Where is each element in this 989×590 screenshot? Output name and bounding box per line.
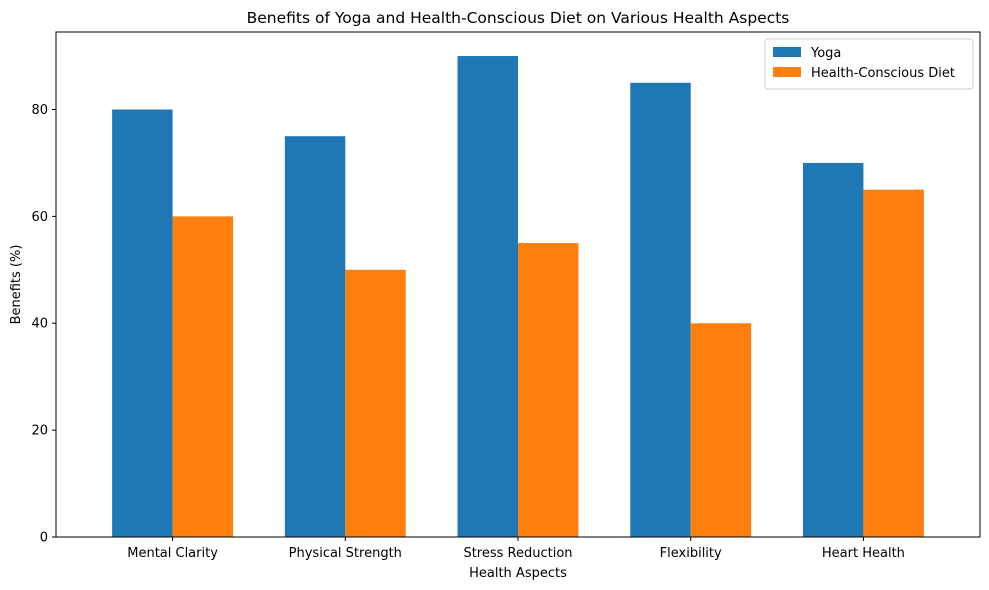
x-tick-label: Stress Reduction xyxy=(463,546,572,561)
bar-diet-2 xyxy=(518,243,579,537)
y-tick-label: 40 xyxy=(31,317,48,332)
legend-box xyxy=(764,38,974,90)
x-tick-label: Flexibility xyxy=(660,546,722,561)
x-tick-label: Physical Strength xyxy=(289,546,402,561)
bar-yoga-1 xyxy=(284,136,346,537)
x-axis-label: Health Aspects xyxy=(469,566,567,581)
y-tick-label: 80 xyxy=(31,103,48,118)
bars-group xyxy=(112,56,924,538)
y-tick-label: 0 xyxy=(40,531,48,546)
legend-swatch xyxy=(773,47,801,57)
legend: Yoga Health-Conscious Diet xyxy=(764,38,974,90)
bar-diet-4 xyxy=(863,189,924,537)
legend-label: Health-Conscious Diet xyxy=(811,66,955,81)
bar-yoga-3 xyxy=(630,82,691,537)
x-tick-label: Mental Clarity xyxy=(127,546,218,561)
bar-yoga-4 xyxy=(802,162,864,538)
bar-diet-1 xyxy=(345,269,406,537)
plot-frame xyxy=(55,31,981,538)
y-tick-label: 20 xyxy=(31,424,48,439)
bar-yoga-0 xyxy=(112,109,173,538)
legend-swatch xyxy=(773,67,801,77)
bar-diet-0 xyxy=(172,216,234,537)
y-axis-ticks: 0 20 40 60 80 xyxy=(31,103,56,546)
chart-title: Benefits of Yoga and Health-Conscious Di… xyxy=(247,9,790,27)
legend-label: Yoga xyxy=(810,46,841,61)
x-tick-label: Heart Health xyxy=(822,546,905,561)
y-axis-label: Benefits (%) xyxy=(9,245,24,325)
bar-diet-3 xyxy=(690,323,752,537)
y-tick-label: 60 xyxy=(31,210,48,225)
bar-yoga-2 xyxy=(457,56,518,538)
x-axis-ticks: Mental Clarity Physical Strength Stress Re… xyxy=(127,537,905,561)
